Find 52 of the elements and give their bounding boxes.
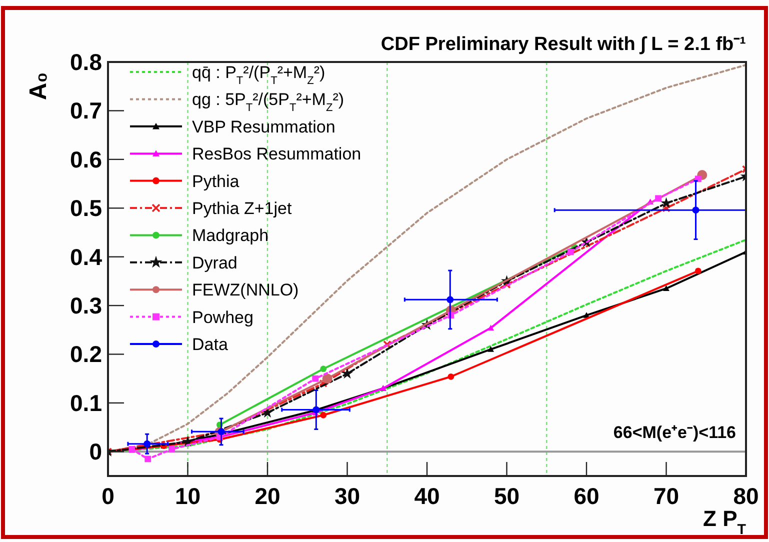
x-tick-label: 20 bbox=[254, 483, 280, 509]
y-tick-label: 0.3 bbox=[70, 292, 102, 319]
point bbox=[446, 296, 454, 304]
legend-label: Dyrad bbox=[192, 253, 238, 272]
point bbox=[663, 285, 670, 292]
point bbox=[144, 440, 151, 448]
y-tick-label: 0.2 bbox=[70, 341, 102, 368]
point bbox=[312, 375, 319, 382]
point bbox=[448, 373, 454, 380]
legend-label: FEWZ(NNLO) bbox=[192, 280, 299, 300]
point bbox=[320, 412, 327, 418]
y-tick-label: 0.1 bbox=[70, 390, 102, 416]
point bbox=[342, 368, 353, 379]
chart-title: CDF Preliminary Result with ∫ L = 2.1 fb⁻¹ bbox=[380, 34, 746, 55]
point bbox=[322, 374, 332, 384]
point bbox=[488, 346, 494, 352]
y-tick-label: 0.7 bbox=[70, 98, 102, 124]
y-axis-title: A₀ bbox=[25, 72, 52, 100]
legend-label: qq̄ : P$_{T}$²/(P$_{T}$²+M$_{Z}$²) bbox=[192, 63, 326, 87]
point bbox=[692, 206, 700, 214]
x-tick-label: 80 bbox=[733, 483, 759, 509]
legend-label: Pythia bbox=[192, 172, 240, 191]
point bbox=[144, 456, 152, 462]
x-axis-title: Z P$_{T}$ bbox=[703, 506, 746, 538]
point bbox=[168, 446, 175, 452]
point bbox=[488, 324, 494, 330]
point bbox=[567, 248, 574, 256]
point bbox=[662, 204, 670, 212]
annotation: 66<M(e⁺e⁻)<116 bbox=[613, 423, 736, 442]
legend-label: ResBos Resummation bbox=[192, 144, 362, 164]
y-tick-label: 0.6 bbox=[70, 146, 102, 172]
y-tick-label: 0.8 bbox=[70, 49, 102, 75]
x-tick-label: 40 bbox=[414, 483, 440, 509]
y-tick-label: 0 bbox=[89, 438, 102, 465]
legend-label: Powheg bbox=[192, 308, 254, 327]
x-tick-label: 30 bbox=[334, 483, 360, 509]
legend-label: Pythia Z+1jet bbox=[192, 199, 292, 218]
legend-label: Madgraph bbox=[192, 226, 269, 246]
y-tick-label: 0.5 bbox=[70, 195, 102, 222]
point bbox=[694, 268, 702, 274]
point bbox=[655, 195, 662, 202]
legend-label: Data bbox=[192, 335, 228, 354]
point bbox=[320, 366, 327, 372]
point bbox=[660, 197, 672, 208]
y-tick-label: 0.4 bbox=[70, 244, 102, 270]
x-tick-label: 70 bbox=[653, 483, 680, 509]
x-tick-label: 10 bbox=[174, 483, 201, 509]
x-tick-label: 50 bbox=[494, 483, 520, 509]
point bbox=[319, 379, 328, 388]
legend-label: qg : 5P$_{T}$²/(5P$_{T}$²+M$_{Z}$²) bbox=[192, 90, 344, 114]
legend-label: VBP Resummation bbox=[192, 117, 336, 136]
x-tick-label: 60 bbox=[574, 483, 600, 509]
